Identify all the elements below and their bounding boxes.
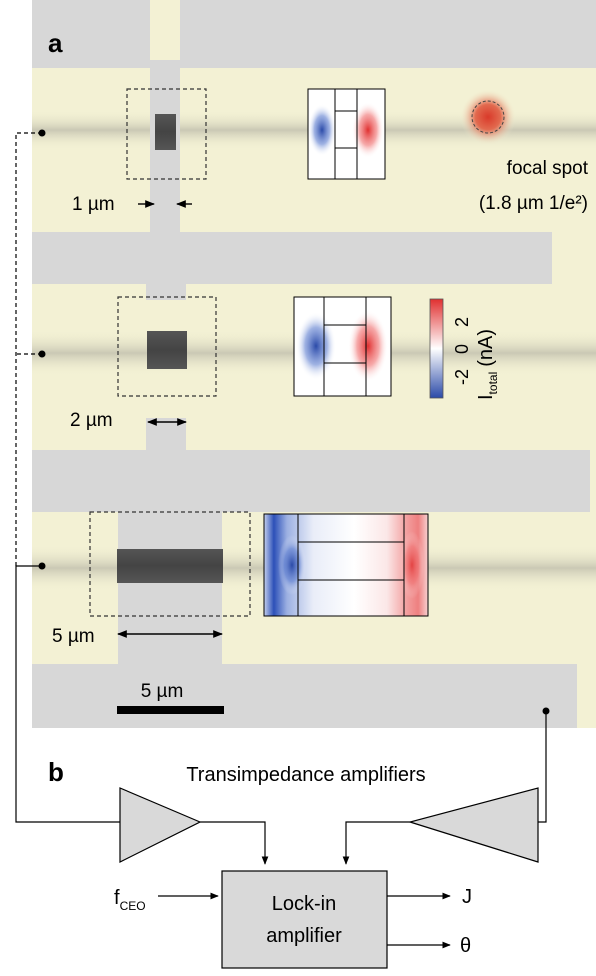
heatmap-1um (307, 88, 386, 180)
fceo-label: fCEO (114, 887, 146, 913)
fceo-main: f (114, 887, 120, 909)
focal-spot-label: focal spot (507, 158, 589, 179)
gap-annotation-1um: 1 µm (72, 194, 192, 215)
electrodes (32, 0, 596, 728)
nanogap-2um (147, 331, 187, 369)
panel-b: b Transimpedance amplifiers Lock-in ampl… (48, 757, 539, 969)
gap-annotation-2um: 2 µm (70, 410, 187, 431)
colorbar-unit: (nA) (475, 329, 497, 367)
svg-text:Itotal(nA): Itotal (nA) (475, 329, 500, 400)
gap-label: 2 µm (70, 410, 113, 431)
gap-label: 1 µm (72, 194, 115, 215)
heatmap-2um (293, 296, 392, 397)
fceo-sub: CEO (120, 899, 146, 913)
connector (200, 821, 269, 865)
output-theta-label: θ (460, 935, 471, 957)
panel-label-a: a (48, 28, 63, 58)
heatmap-5um (263, 513, 429, 617)
colorbar-title-sub: total (486, 372, 500, 395)
colorbar-tick-label: 2 (452, 317, 472, 327)
gap-annotation-5um: 5 µm (52, 626, 223, 647)
focal-spot-size-label: (1.8 µm 1/e²) (479, 193, 588, 214)
connector (342, 821, 410, 865)
lock-in-label: Lock-in (272, 893, 336, 915)
transimpedance-amplifier-right (407, 787, 539, 863)
nanogap-5um (117, 549, 223, 583)
lock-in-label: amplifier (266, 925, 342, 947)
panel-a: a (32, 0, 596, 728)
dashed-outlines (89, 88, 251, 617)
colorbar-tick-label: 0 (452, 344, 472, 354)
output-j-label: J (462, 886, 472, 908)
scale-bar: 5 µm (117, 681, 224, 714)
colorbar-title: Itotal (nA) (475, 329, 500, 400)
scale-bar-label: 5 µm (141, 681, 184, 702)
nanogap-1um (155, 114, 176, 150)
colorbar: 2 0 -2 Itotal (nA) (429, 298, 500, 400)
amplifier-title: Transimpedance amplifiers (186, 764, 425, 786)
focal-spot: focal spot (1.8 µm 1/e²) (460, 89, 589, 214)
transimpedance-amplifier-left (119, 787, 202, 863)
colorbar-title-main: I (475, 394, 497, 400)
gap-label: 5 µm (52, 626, 95, 647)
colorbar-tick-label: -2 (452, 369, 472, 385)
panel-label-b: b (48, 757, 64, 787)
wiring (15, 132, 547, 823)
lock-in-amplifier (221, 870, 388, 969)
